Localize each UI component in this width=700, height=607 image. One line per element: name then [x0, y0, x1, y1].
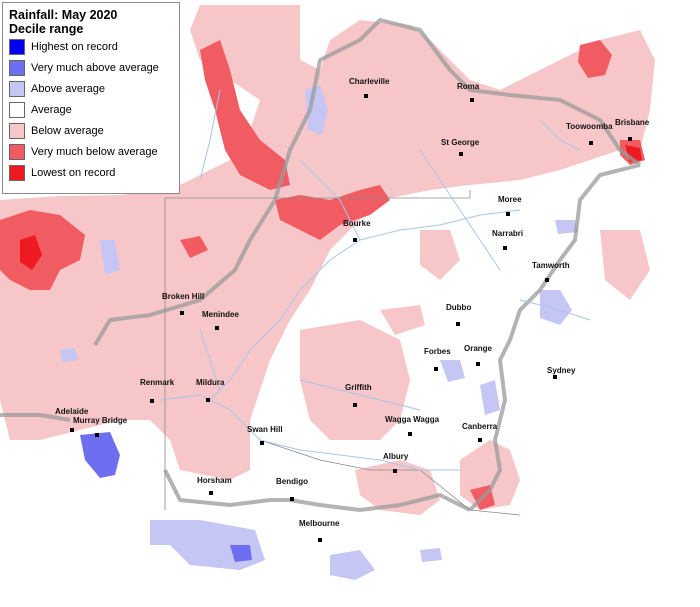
- town-forbes: Forbes: [424, 347, 451, 371]
- town-dubbo: Dubbo: [446, 303, 471, 326]
- very-much-above-average-regions: [80, 432, 252, 562]
- town-roma: Roma: [457, 82, 480, 102]
- legend-swatch: [9, 164, 25, 181]
- town-melbourne: Melbourne: [299, 519, 340, 542]
- town-st-george: St George: [441, 138, 480, 156]
- town-broken-hill: Broken Hill: [162, 292, 204, 315]
- legend-subtitle: Decile range: [9, 22, 84, 36]
- svg-text:Sydney: Sydney: [547, 366, 576, 375]
- legend-label: Very much below average: [31, 145, 158, 158]
- town-swan-hill: Swan Hill: [247, 425, 283, 445]
- legend-label: Highest on record: [31, 40, 118, 53]
- legend-item-average: Average: [9, 99, 173, 120]
- svg-text:Bourke: Bourke: [343, 219, 371, 228]
- town-griffith: Griffith: [345, 383, 372, 407]
- legend-item-very-much-above: Very much above average: [9, 57, 173, 78]
- legend-swatch: [9, 122, 25, 139]
- svg-text:Melbourne: Melbourne: [299, 519, 340, 528]
- svg-text:Roma: Roma: [457, 82, 480, 91]
- svg-text:Narrabri: Narrabri: [492, 229, 523, 238]
- legend-swatch: [9, 101, 25, 118]
- legend-swatch: [9, 143, 25, 160]
- svg-text:Moree: Moree: [498, 195, 522, 204]
- legend-item-highest: Highest on record: [9, 36, 173, 57]
- town-orange: Orange: [464, 344, 493, 366]
- svg-text:Dubbo: Dubbo: [446, 303, 471, 312]
- svg-text:Menindee: Menindee: [202, 310, 239, 319]
- town-narrabri: Narrabri: [492, 229, 523, 250]
- map-legend: Rainfall: May 2020 Decile range Highest …: [2, 2, 180, 194]
- town-toowoomba: Toowoomba: [566, 122, 613, 145]
- svg-text:Tamworth: Tamworth: [532, 261, 570, 270]
- svg-text:Griffith: Griffith: [345, 383, 372, 392]
- town-moree: Moree: [498, 195, 522, 216]
- svg-text:Forbes: Forbes: [424, 347, 451, 356]
- legend-label: Below average: [31, 124, 104, 137]
- town-murray-bridge: Murray Bridge: [73, 416, 128, 437]
- svg-text:Canberra: Canberra: [462, 422, 498, 431]
- town-menindee: Menindee: [202, 310, 239, 330]
- legend-label: Lowest on record: [31, 166, 116, 179]
- legend-item-very-much-below: Very much below average: [9, 141, 173, 162]
- svg-text:Charleville: Charleville: [349, 77, 390, 86]
- svg-text:Renmark: Renmark: [140, 378, 175, 387]
- svg-text:Adelaide: Adelaide: [55, 407, 89, 416]
- town-albury: Albury: [383, 452, 409, 473]
- town-tamworth: Tamworth: [532, 261, 570, 282]
- svg-text:St George: St George: [441, 138, 480, 147]
- svg-text:Brisbane: Brisbane: [615, 118, 650, 127]
- svg-text:Orange: Orange: [464, 344, 493, 353]
- town-wagga-wagga: Wagga Wagga: [385, 415, 440, 436]
- town-sydney: Sydney: [547, 366, 576, 379]
- legend-label: Very much above average: [31, 61, 159, 74]
- town-brisbane: Brisbane: [615, 118, 650, 141]
- legend-swatch: [9, 38, 25, 55]
- legend-label: Above average: [31, 82, 105, 95]
- state-borders: [0, 18, 642, 512]
- svg-text:Broken Hill: Broken Hill: [162, 292, 204, 301]
- svg-text:Swan Hill: Swan Hill: [247, 425, 283, 434]
- svg-text:Mildura: Mildura: [196, 378, 225, 387]
- svg-text:Bendigo: Bendigo: [276, 477, 308, 486]
- town-mildura: Mildura: [196, 378, 225, 402]
- legend-item-above: Above average: [9, 78, 173, 99]
- below-average-regions: [0, 5, 655, 515]
- svg-text:Albury: Albury: [383, 452, 409, 461]
- svg-text:Wagga Wagga: Wagga Wagga: [385, 415, 440, 424]
- town-horsham: Horsham: [197, 476, 232, 495]
- town-bourke: Bourke: [343, 219, 371, 242]
- legend-label: Average: [31, 103, 72, 116]
- town-bendigo: Bendigo: [276, 477, 308, 501]
- town-renmark: Renmark: [140, 378, 175, 403]
- legend-item-below: Below average: [9, 120, 173, 141]
- legend-title: Rainfall: May 2020: [9, 8, 118, 22]
- svg-text:Murray Bridge: Murray Bridge: [73, 416, 128, 425]
- svg-text:Toowoomba: Toowoomba: [566, 122, 613, 131]
- legend-swatch: [9, 80, 25, 97]
- svg-text:Horsham: Horsham: [197, 476, 232, 485]
- legend-swatch: [9, 59, 25, 76]
- town-canberra: Canberra: [462, 422, 498, 442]
- town-markers: Charleville Roma St George Toowoomba Bri…: [55, 77, 650, 542]
- town-adelaide: Adelaide: [55, 407, 89, 432]
- very-much-below-average-regions: [0, 40, 645, 510]
- town-charleville: Charleville: [349, 77, 390, 98]
- legend-item-lowest: Lowest on record: [9, 162, 173, 183]
